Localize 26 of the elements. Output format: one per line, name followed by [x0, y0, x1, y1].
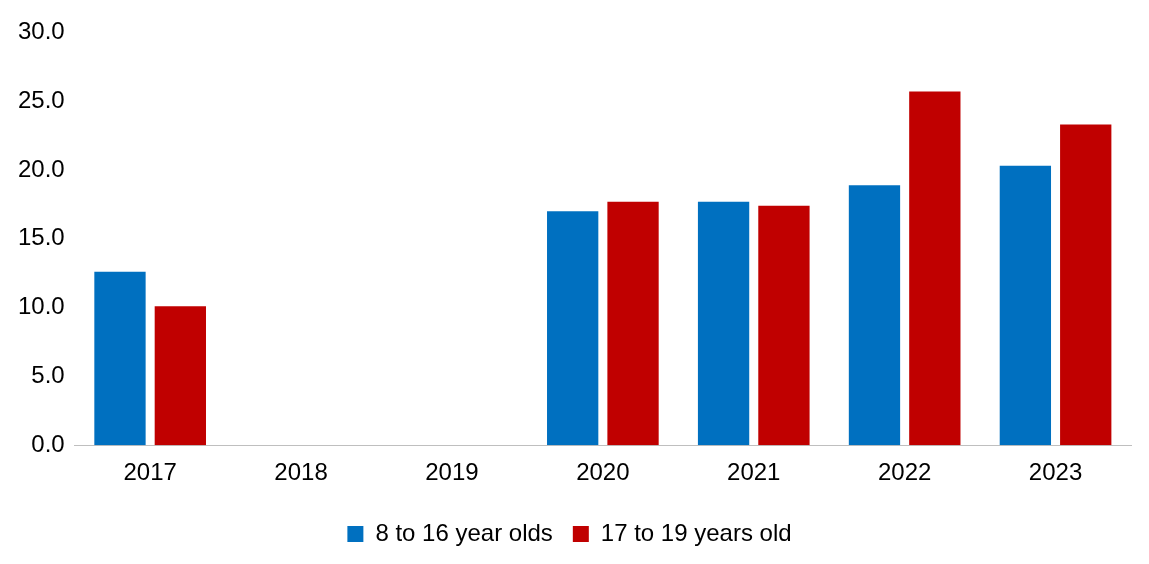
bar	[94, 271, 146, 446]
y-tick-label: 25.0	[17, 85, 65, 113]
bar	[697, 201, 750, 446]
legend-label: 8 to 16 year olds	[375, 518, 553, 546]
x-tick-label: 2018	[274, 458, 328, 486]
bar	[607, 201, 659, 446]
y-tick-label: 20.0	[17, 154, 65, 182]
y-tick-label: 30.0	[17, 17, 65, 45]
y-tick-label: 15.0	[17, 223, 65, 251]
y-tick-label: 0.0	[31, 429, 65, 457]
bar	[547, 211, 599, 446]
bar	[154, 306, 206, 446]
x-tick-label: 2020	[576, 458, 630, 486]
x-tick-label: 2021	[727, 458, 781, 486]
bar	[909, 91, 961, 446]
x-tick-label: 2017	[123, 458, 177, 486]
legend-label: 17 to 19 years old	[600, 518, 792, 546]
bar	[1060, 124, 1112, 446]
y-tick-label: 5.0	[31, 361, 65, 389]
x-tick-label: 2023	[1028, 458, 1083, 486]
bar	[999, 165, 1052, 446]
x-tick-label: 2019	[425, 458, 479, 486]
bar	[758, 205, 810, 446]
x-tick-label: 2022	[877, 458, 932, 486]
bar	[848, 185, 901, 446]
y-tick-label: 10.0	[17, 292, 65, 320]
